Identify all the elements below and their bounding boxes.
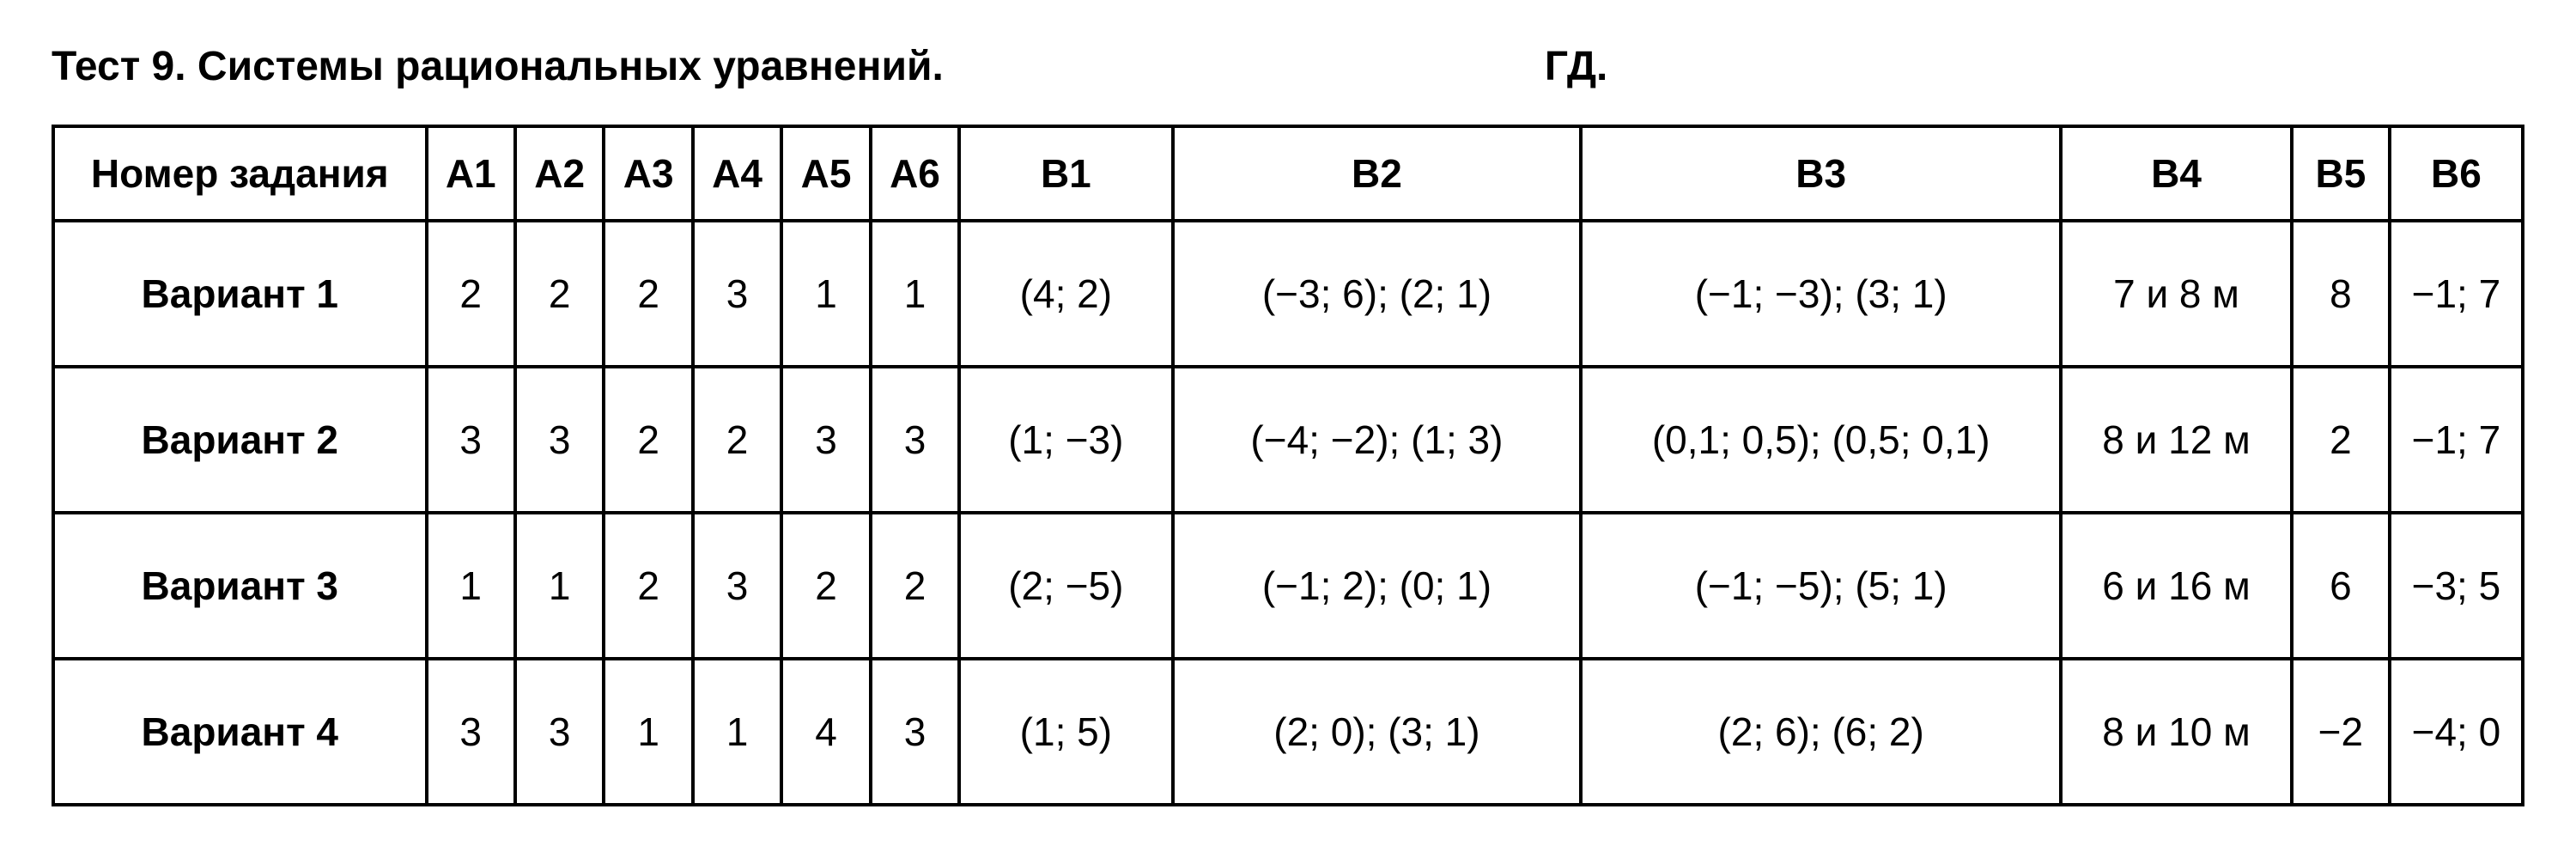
col-header-b5: B5 xyxy=(2292,126,2390,221)
table-row: Вариант 2 3 3 2 2 3 3 (1; −3) (−4; −2); … xyxy=(53,367,2523,513)
cell-b5: −2 xyxy=(2292,659,2390,805)
row-label: Вариант 2 xyxy=(53,367,427,513)
cell-a6: 1 xyxy=(871,221,959,367)
cell-a5: 1 xyxy=(781,221,870,367)
table-row: Вариант 1 2 2 2 3 1 1 (4; 2) (−3; 6); (2… xyxy=(53,221,2523,367)
cell-b3: (−1; −5); (5; 1) xyxy=(1581,513,2061,659)
cell-a4: 2 xyxy=(693,367,781,513)
cell-a2: 2 xyxy=(515,221,604,367)
cell-a3: 1 xyxy=(604,659,692,805)
page-header: Тест 9. Системы рациональных уравнений. … xyxy=(52,43,2524,90)
cell-b2: (−3; 6); (2; 1) xyxy=(1173,221,1582,367)
cell-a4: 3 xyxy=(693,513,781,659)
page-title: Тест 9. Системы рациональных уравнений. xyxy=(52,43,944,90)
cell-a4: 3 xyxy=(693,221,781,367)
cell-b2: (−1; 2); (0; 1) xyxy=(1173,513,1582,659)
col-header-a2: А2 xyxy=(515,126,604,221)
col-header-a4: А4 xyxy=(693,126,781,221)
col-header-rowhead: Номер задания xyxy=(53,126,427,221)
cell-b4: 8 и 10 м xyxy=(2061,659,2292,805)
cell-b4: 6 и 16 м xyxy=(2061,513,2292,659)
col-header-b4: B4 xyxy=(2061,126,2292,221)
answers-table: Номер задания А1 А2 А3 А4 А5 А6 B1 B2 B3… xyxy=(52,125,2524,806)
cell-b1: (1; −3) xyxy=(959,367,1172,513)
page-title-right: ГД. xyxy=(1545,43,1608,90)
cell-a1: 2 xyxy=(427,221,515,367)
col-header-b2: B2 xyxy=(1173,126,1582,221)
table-header-row: Номер задания А1 А2 А3 А4 А5 А6 B1 B2 B3… xyxy=(53,126,2523,221)
cell-b6: −1; 7 xyxy=(2390,221,2523,367)
cell-b6: −3; 5 xyxy=(2390,513,2523,659)
cell-a4: 1 xyxy=(693,659,781,805)
row-label: Вариант 1 xyxy=(53,221,427,367)
cell-b2: (2; 0); (3; 1) xyxy=(1173,659,1582,805)
col-header-b6: B6 xyxy=(2390,126,2523,221)
row-label: Вариант 4 xyxy=(53,659,427,805)
cell-b5: 6 xyxy=(2292,513,2390,659)
row-label: Вариант 3 xyxy=(53,513,427,659)
cell-b3: (−1; −3); (3; 1) xyxy=(1581,221,2061,367)
cell-b5: 8 xyxy=(2292,221,2390,367)
cell-b1: (4; 2) xyxy=(959,221,1172,367)
cell-a2: 3 xyxy=(515,659,604,805)
cell-b3: (2; 6); (6; 2) xyxy=(1581,659,2061,805)
cell-b3: (0,1; 0,5); (0,5; 0,1) xyxy=(1581,367,2061,513)
page: Тест 9. Системы рациональных уравнений. … xyxy=(0,0,2576,858)
cell-a3: 2 xyxy=(604,221,692,367)
cell-a6: 3 xyxy=(871,367,959,513)
cell-a1: 3 xyxy=(427,367,515,513)
col-header-b3: B3 xyxy=(1581,126,2061,221)
col-header-a6: А6 xyxy=(871,126,959,221)
cell-b6: −1; 7 xyxy=(2390,367,2523,513)
col-header-b1: B1 xyxy=(959,126,1172,221)
cell-a5: 4 xyxy=(781,659,870,805)
cell-b5: 2 xyxy=(2292,367,2390,513)
cell-b1: (1; 5) xyxy=(959,659,1172,805)
cell-a6: 3 xyxy=(871,659,959,805)
cell-b1: (2; −5) xyxy=(959,513,1172,659)
col-header-a1: А1 xyxy=(427,126,515,221)
table-row: Вариант 4 3 3 1 1 4 3 (1; 5) (2; 0); (3;… xyxy=(53,659,2523,805)
cell-b4: 8 и 12 м xyxy=(2061,367,2292,513)
cell-a1: 1 xyxy=(427,513,515,659)
cell-b4: 7 и 8 м xyxy=(2061,221,2292,367)
cell-a5: 2 xyxy=(781,513,870,659)
col-header-a3: А3 xyxy=(604,126,692,221)
cell-b2: (−4; −2); (1; 3) xyxy=(1173,367,1582,513)
cell-a6: 2 xyxy=(871,513,959,659)
cell-a1: 3 xyxy=(427,659,515,805)
cell-a3: 2 xyxy=(604,367,692,513)
cell-a2: 1 xyxy=(515,513,604,659)
cell-a2: 3 xyxy=(515,367,604,513)
cell-a3: 2 xyxy=(604,513,692,659)
col-header-a5: А5 xyxy=(781,126,870,221)
cell-a5: 3 xyxy=(781,367,870,513)
table-row: Вариант 3 1 1 2 3 2 2 (2; −5) (−1; 2); (… xyxy=(53,513,2523,659)
cell-b6: −4; 0 xyxy=(2390,659,2523,805)
